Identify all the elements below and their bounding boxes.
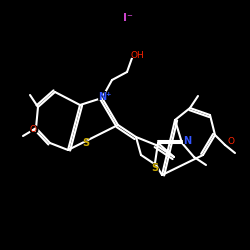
- Text: OH: OH: [130, 50, 144, 59]
- Text: S: S: [82, 136, 90, 149]
- Text: N⁺: N⁺: [98, 92, 112, 102]
- Text: I⁻: I⁻: [123, 13, 133, 23]
- Text: O: O: [28, 124, 38, 136]
- Text: N⁺: N⁺: [96, 90, 114, 104]
- Text: S: S: [150, 162, 160, 174]
- Text: O: O: [228, 136, 234, 145]
- Text: O: O: [30, 126, 36, 134]
- Text: N: N: [182, 134, 192, 147]
- Text: I⁻: I⁻: [122, 11, 134, 25]
- Text: S: S: [82, 138, 89, 148]
- Text: S: S: [152, 163, 158, 173]
- Text: O: O: [226, 134, 236, 147]
- Text: OH: OH: [127, 48, 147, 62]
- Text: N: N: [183, 136, 191, 146]
